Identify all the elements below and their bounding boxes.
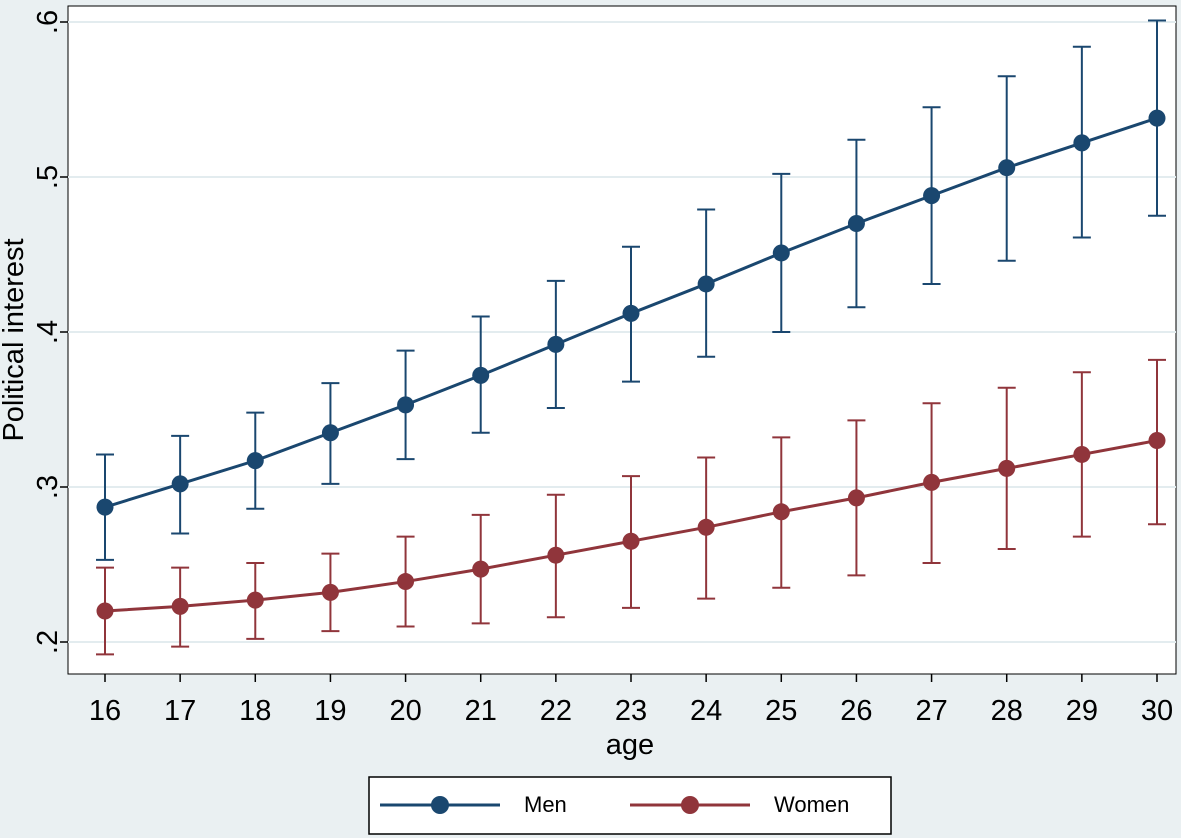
- axes: .2 .3 .4 .5 .6 16 17 18 19 20 21 22 23 24 25 26 27 28 29 30: [32, 10, 1173, 727]
- data-point: [1148, 109, 1166, 127]
- series-layer: [96, 19, 1166, 656]
- data-point: [697, 518, 715, 536]
- data-point: [472, 560, 490, 578]
- grid: [68, 21, 1176, 643]
- data-point: [1073, 445, 1091, 463]
- data-point: [847, 489, 865, 507]
- data-point: [1073, 134, 1091, 152]
- x-tick-label: 21: [465, 695, 497, 727]
- y-tick-label: .5: [32, 165, 64, 189]
- x-axis-title: age: [606, 729, 654, 761]
- x-tick-label: 30: [1141, 695, 1173, 727]
- data-point: [246, 591, 264, 609]
- data-point: [772, 244, 790, 262]
- x-tick-label: 19: [314, 695, 346, 727]
- y-tick-label: .4: [32, 320, 64, 344]
- x-tick-label: 24: [690, 695, 722, 727]
- x-tick-label: 29: [1066, 695, 1098, 727]
- data-point: [697, 275, 715, 293]
- data-point: [171, 597, 189, 615]
- data-point: [246, 452, 264, 470]
- data-point: [96, 498, 114, 516]
- data-point: [998, 459, 1016, 477]
- data-point: [96, 602, 114, 620]
- data-point: [321, 424, 339, 442]
- data-point: [321, 583, 339, 601]
- data-point: [472, 366, 490, 384]
- data-point: [547, 335, 565, 353]
- plot-area: [67, 5, 1177, 675]
- x-tick-label: 27: [915, 695, 947, 727]
- legend: Men Women: [368, 776, 892, 835]
- y-tick-label: .2: [32, 630, 64, 654]
- x-tick-label: 26: [840, 695, 872, 727]
- data-point: [547, 546, 565, 564]
- legend-marker: [431, 796, 449, 814]
- legend-label: Women: [774, 792, 849, 817]
- x-tick-label: 20: [389, 695, 421, 727]
- data-point: [1148, 432, 1166, 449]
- y-tick-label: .6: [32, 10, 64, 34]
- x-tick-label: 17: [164, 695, 196, 727]
- data-point: [397, 396, 415, 414]
- x-tick-label: 25: [765, 695, 797, 727]
- y-tick-label: .3: [32, 475, 64, 499]
- x-tick-label: 18: [239, 695, 271, 727]
- data-point: [171, 475, 189, 493]
- data-point: [847, 215, 865, 232]
- data-point: [923, 187, 941, 205]
- y-axis-title: Political interest: [0, 238, 30, 441]
- data-point: [772, 503, 790, 521]
- legend-marker: [681, 796, 699, 814]
- data-point: [622, 532, 640, 550]
- series-men: [96, 19, 1166, 561]
- data-point: [923, 473, 941, 491]
- data-point: [397, 573, 415, 591]
- x-tick-label: 28: [991, 695, 1023, 727]
- x-tick-label: 22: [540, 695, 572, 727]
- x-tick-label: 16: [89, 695, 121, 727]
- series-women: [96, 358, 1166, 656]
- data-point: [622, 304, 640, 322]
- legend-entries: Men Women: [380, 792, 849, 817]
- data-point: [998, 159, 1016, 177]
- legend-label: Men: [524, 792, 567, 817]
- x-tick-label: 23: [615, 695, 647, 727]
